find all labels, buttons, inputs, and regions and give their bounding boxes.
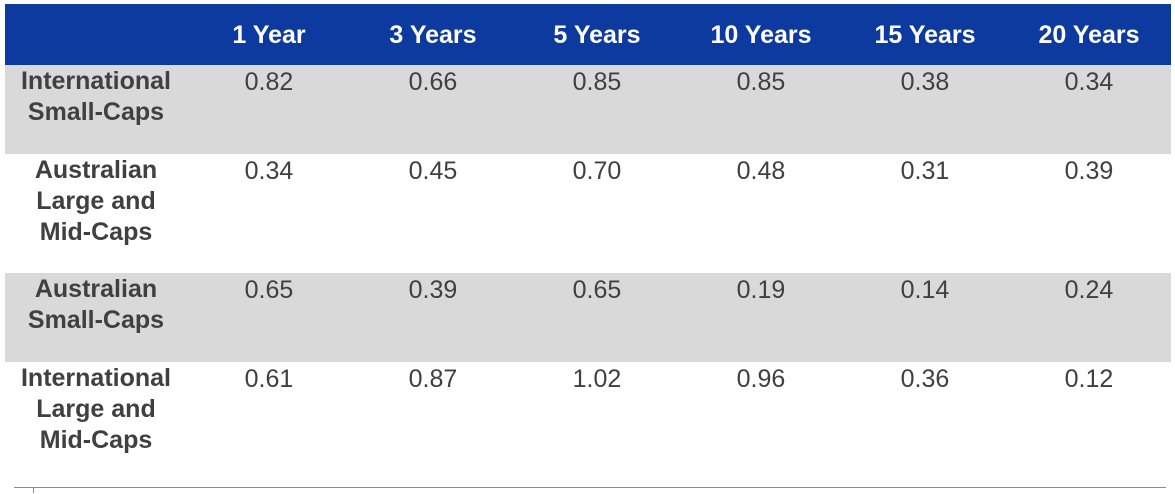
table-row: Australian Large and Mid-Caps 0.34 0.45 …	[5, 154, 1171, 273]
row-label: Australian Small-Caps	[5, 273, 187, 362]
table-cell: 0.61	[244, 365, 294, 393]
table-cell: 0.70	[572, 157, 622, 185]
table-cell: 1.02	[572, 365, 622, 393]
table-cell: 0.65	[515, 273, 679, 362]
table-cell: 0.19	[679, 273, 843, 362]
table-cell: 0.96	[736, 365, 786, 393]
table-row: International Large and Mid-Caps 0.61 0.…	[5, 362, 1171, 481]
table-cell: 0.48	[736, 157, 786, 185]
table-cell: 0.12	[1064, 365, 1114, 393]
table-row: International Small-Caps 0.82 0.66 0.85 …	[5, 65, 1171, 154]
column-header: 10 Years	[679, 4, 843, 65]
table-cell: 0.36	[900, 365, 950, 393]
divider-tick	[33, 488, 34, 493]
column-header	[5, 4, 187, 65]
table-cell: 0.66	[351, 65, 515, 154]
row-label: Australian Large and Mid-Caps	[5, 154, 187, 273]
row-label-line: Small-Caps	[27, 306, 165, 334]
column-header: 3 Years	[351, 4, 515, 65]
table-cell: 0.85	[679, 65, 843, 154]
table-row: Australian Small-Caps 0.65 0.39 0.65 0.1…	[5, 273, 1171, 362]
column-header: 15 Years	[843, 4, 1007, 65]
row-label-line: Large and	[36, 395, 156, 423]
row-label-line: International	[20, 364, 171, 392]
table-cell: 0.24	[1007, 273, 1171, 362]
column-header: 20 Years	[1007, 4, 1171, 65]
table-cell: 0.38	[843, 65, 1007, 154]
table-cell: 0.31	[900, 157, 950, 185]
table-cell: 0.39	[1064, 157, 1114, 185]
row-label-line: Mid-Caps	[39, 218, 153, 246]
row-label-line: Australian	[34, 156, 158, 184]
header-row: 1 Year 3 Years 5 Years 10 Years 15 Years…	[5, 4, 1171, 65]
row-label-line: International	[20, 67, 171, 95]
table-cell: 0.39	[351, 273, 515, 362]
table-cell: 0.34	[1007, 65, 1171, 154]
data-table: 1 Year 3 Years 5 Years 10 Years 15 Years…	[5, 4, 1171, 481]
table-cell: 0.34	[244, 157, 294, 185]
table-cell: 0.82	[187, 65, 351, 154]
row-label: International Large and Mid-Caps	[5, 362, 187, 481]
row-label-line: Small-Caps	[27, 98, 165, 126]
row-label: International Small-Caps	[5, 65, 187, 154]
table-cell: 0.87	[408, 365, 458, 393]
table-cell: 0.14	[843, 273, 1007, 362]
table-cell: 0.45	[408, 157, 458, 185]
bottom-divider	[14, 487, 1166, 488]
row-label-line: Large and	[36, 187, 156, 215]
table-cell: 0.85	[515, 65, 679, 154]
column-header: 1 Year	[187, 4, 351, 65]
row-label-line: Australian	[34, 275, 158, 303]
row-label-line: Mid-Caps	[39, 426, 153, 454]
table-cell: 0.65	[187, 273, 351, 362]
column-header: 5 Years	[515, 4, 679, 65]
